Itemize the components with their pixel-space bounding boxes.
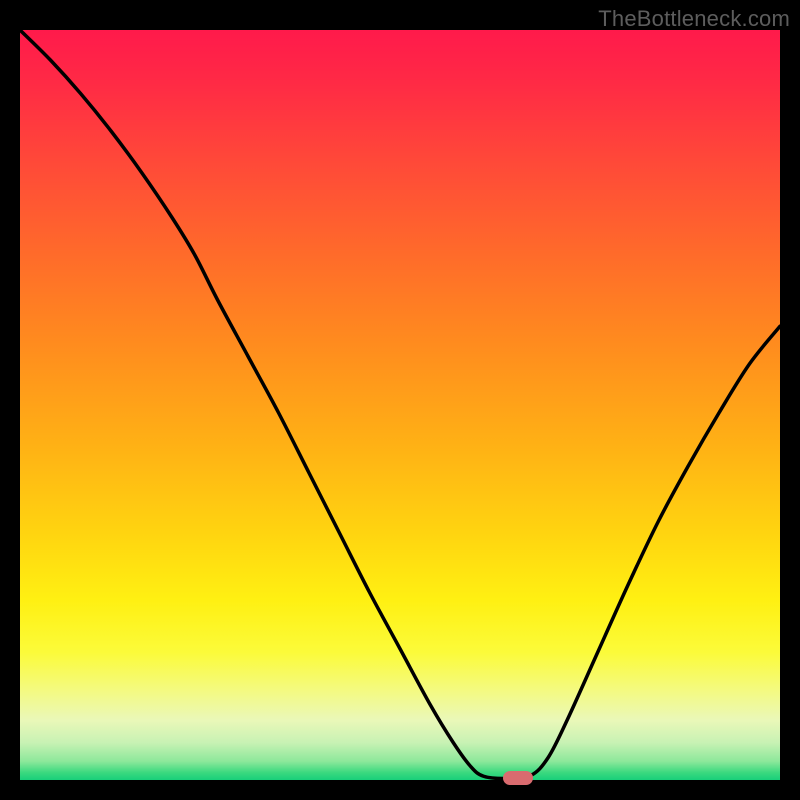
bottleneck-plot	[20, 30, 780, 780]
optimum-marker	[503, 771, 533, 785]
gradient-background	[20, 30, 780, 780]
watermark-text: TheBottleneck.com	[598, 6, 790, 32]
plot-svg	[20, 30, 780, 780]
chart-frame: TheBottleneck.com	[0, 0, 800, 800]
